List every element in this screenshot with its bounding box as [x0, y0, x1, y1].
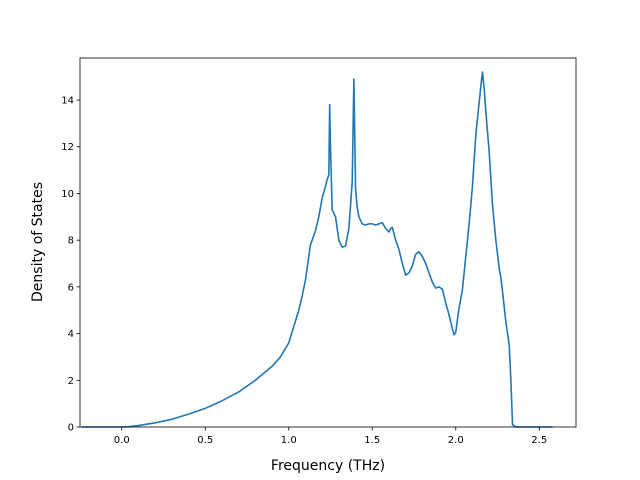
x-tick-label: 1.0: [281, 435, 297, 446]
x-axis-ticks: 0.0 0.5 1.0 1.5 2.0 2.5: [114, 427, 547, 446]
y-tick-label: 6: [68, 282, 74, 293]
x-tick-label: 2.0: [448, 435, 464, 446]
plot-area: [79, 57, 577, 428]
x-tick-label: 2.5: [531, 435, 547, 446]
y-tick-label: 10: [61, 189, 74, 200]
axes-frame: [79, 57, 577, 428]
series-line-0: [81, 71, 553, 428]
y-tick-label: 0: [68, 423, 74, 434]
y-tick-label: 8: [68, 236, 74, 247]
x-tick-label: 1.5: [364, 435, 380, 446]
x-tick-label: 0.0: [114, 435, 130, 446]
x-axis-label: Frequency (THz): [271, 458, 385, 474]
y-tick-label: 14: [61, 96, 74, 107]
y-tick-label: 4: [68, 329, 74, 340]
y-axis-label: Density of States: [30, 182, 46, 302]
y-tick-label: 12: [61, 142, 74, 153]
y-tick-label: 2: [68, 376, 74, 387]
y-axis-ticks: 0 2 4 6 8 10 12 14: [61, 96, 80, 434]
x-tick-label: 0.5: [197, 435, 213, 446]
